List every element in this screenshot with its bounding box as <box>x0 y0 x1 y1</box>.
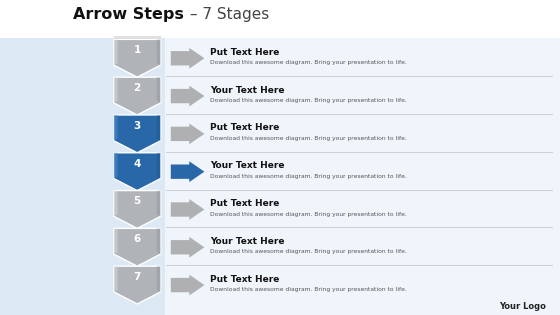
Text: 1: 1 <box>134 45 141 55</box>
Text: Put Text Here: Put Text Here <box>210 123 279 132</box>
Polygon shape <box>114 228 118 254</box>
FancyArrow shape <box>171 275 204 295</box>
Bar <box>0 38 560 315</box>
Polygon shape <box>114 191 161 228</box>
Text: Put Text Here: Put Text Here <box>210 48 279 57</box>
Polygon shape <box>157 115 161 141</box>
FancyArrow shape <box>171 237 204 258</box>
Text: 5: 5 <box>134 197 141 206</box>
Text: Download this awesome diagram. Bring your presentation to life.: Download this awesome diagram. Bring you… <box>210 287 407 292</box>
Text: 4: 4 <box>133 159 141 169</box>
Text: Download this awesome diagram. Bring your presentation to life.: Download this awesome diagram. Bring you… <box>210 98 407 103</box>
Polygon shape <box>114 266 118 292</box>
Polygon shape <box>114 266 161 304</box>
Polygon shape <box>114 39 161 77</box>
FancyArrow shape <box>171 86 204 106</box>
Text: 2: 2 <box>134 83 141 93</box>
Text: Download this awesome diagram. Bring your presentation to life.: Download this awesome diagram. Bring you… <box>210 174 407 179</box>
Polygon shape <box>114 191 118 216</box>
Polygon shape <box>157 191 161 216</box>
Bar <box>0 0 560 38</box>
Text: Your Text Here: Your Text Here <box>210 237 284 246</box>
FancyArrow shape <box>171 48 204 69</box>
Text: Your Text Here: Your Text Here <box>210 86 284 94</box>
Text: Download this awesome diagram. Bring your presentation to life.: Download this awesome diagram. Bring you… <box>210 60 407 65</box>
Text: Download this awesome diagram. Bring your presentation to life.: Download this awesome diagram. Bring you… <box>210 136 407 141</box>
Bar <box>114 36 161 39</box>
Polygon shape <box>114 77 161 115</box>
Polygon shape <box>157 153 161 179</box>
FancyArrow shape <box>171 123 204 144</box>
Text: Put Text Here: Put Text Here <box>210 275 279 284</box>
Polygon shape <box>157 228 161 254</box>
Polygon shape <box>114 115 118 141</box>
Text: Download this awesome diagram. Bring your presentation to life.: Download this awesome diagram. Bring you… <box>210 211 407 216</box>
Polygon shape <box>157 39 161 65</box>
Text: 7: 7 <box>133 272 141 282</box>
Polygon shape <box>114 39 118 65</box>
FancyArrow shape <box>171 199 204 220</box>
Text: Download this awesome diagram. Bring your presentation to life.: Download this awesome diagram. Bring you… <box>210 249 407 254</box>
Text: Your Logo: Your Logo <box>499 302 546 311</box>
Polygon shape <box>114 153 161 191</box>
Polygon shape <box>114 115 161 153</box>
Text: – 7 Stages: – 7 Stages <box>185 7 269 22</box>
Polygon shape <box>114 228 161 266</box>
Polygon shape <box>157 266 161 292</box>
Bar <box>0 38 165 315</box>
FancyArrow shape <box>171 161 204 182</box>
Polygon shape <box>114 153 118 179</box>
Text: 3: 3 <box>134 121 141 131</box>
Text: 6: 6 <box>134 234 141 244</box>
Bar <box>165 38 560 315</box>
Polygon shape <box>157 77 161 103</box>
Text: Put Text Here: Put Text Here <box>210 199 279 208</box>
Text: Your Text Here: Your Text Here <box>210 161 284 170</box>
Polygon shape <box>114 77 118 103</box>
Text: Arrow Steps: Arrow Steps <box>73 7 184 22</box>
